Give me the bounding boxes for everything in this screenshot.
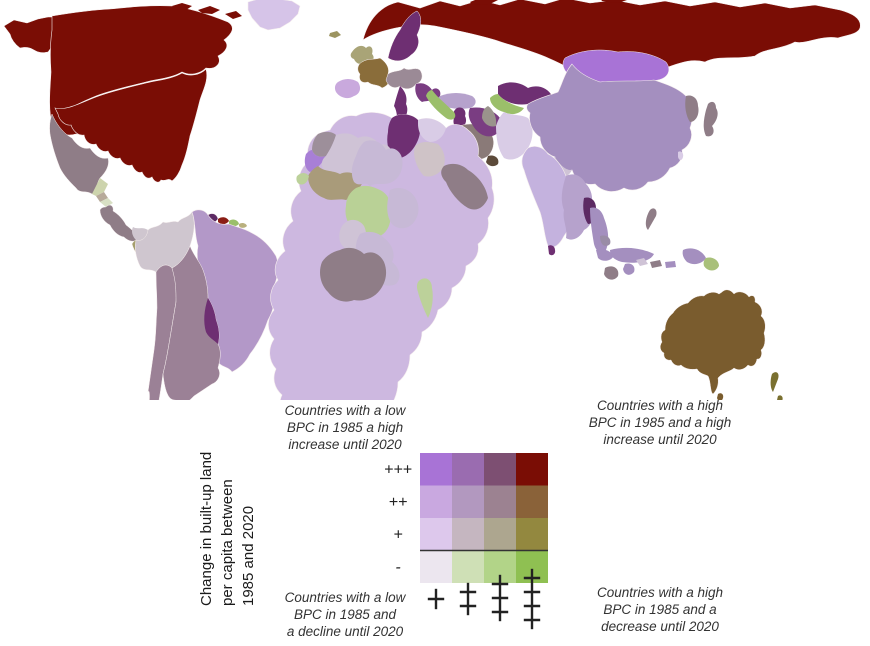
svg-text:Countries with a high: Countries with a high bbox=[597, 400, 723, 413]
svg-text:Countries with a low: Countries with a low bbox=[285, 403, 407, 418]
svg-text:a decline until 2020: a decline until 2020 bbox=[287, 624, 404, 639]
svg-text:Countries with a low: Countries with a low bbox=[285, 590, 407, 605]
svg-text:BPC in 1985 and: BPC in 1985 and bbox=[294, 607, 397, 622]
svg-text:BPC in 1985 and a high: BPC in 1985 and a high bbox=[589, 415, 732, 430]
svg-text:increase until 2020: increase until 2020 bbox=[288, 437, 402, 452]
svg-text:Countries with a high: Countries with a high bbox=[597, 585, 723, 600]
svg-text:decrease until 2020: decrease until 2020 bbox=[601, 619, 719, 634]
svg-text:increase until 2020: increase until 2020 bbox=[603, 432, 717, 447]
svg-text:1985 and 2020: 1985 and 2020 bbox=[240, 506, 257, 606]
svg-text:-: - bbox=[395, 559, 400, 576]
svg-text:BPC in 1985 a high: BPC in 1985 a high bbox=[287, 420, 403, 435]
svg-text:+: + bbox=[393, 527, 402, 544]
svg-text:++: ++ bbox=[389, 494, 408, 511]
svg-text:BPC in 1985 and a: BPC in 1985 and a bbox=[603, 602, 717, 617]
svg-text:+++: +++ bbox=[384, 462, 412, 479]
svg-text:per capita between: per capita between bbox=[219, 479, 236, 606]
svg-text:Change in built-up land: Change in built-up land bbox=[198, 452, 215, 606]
